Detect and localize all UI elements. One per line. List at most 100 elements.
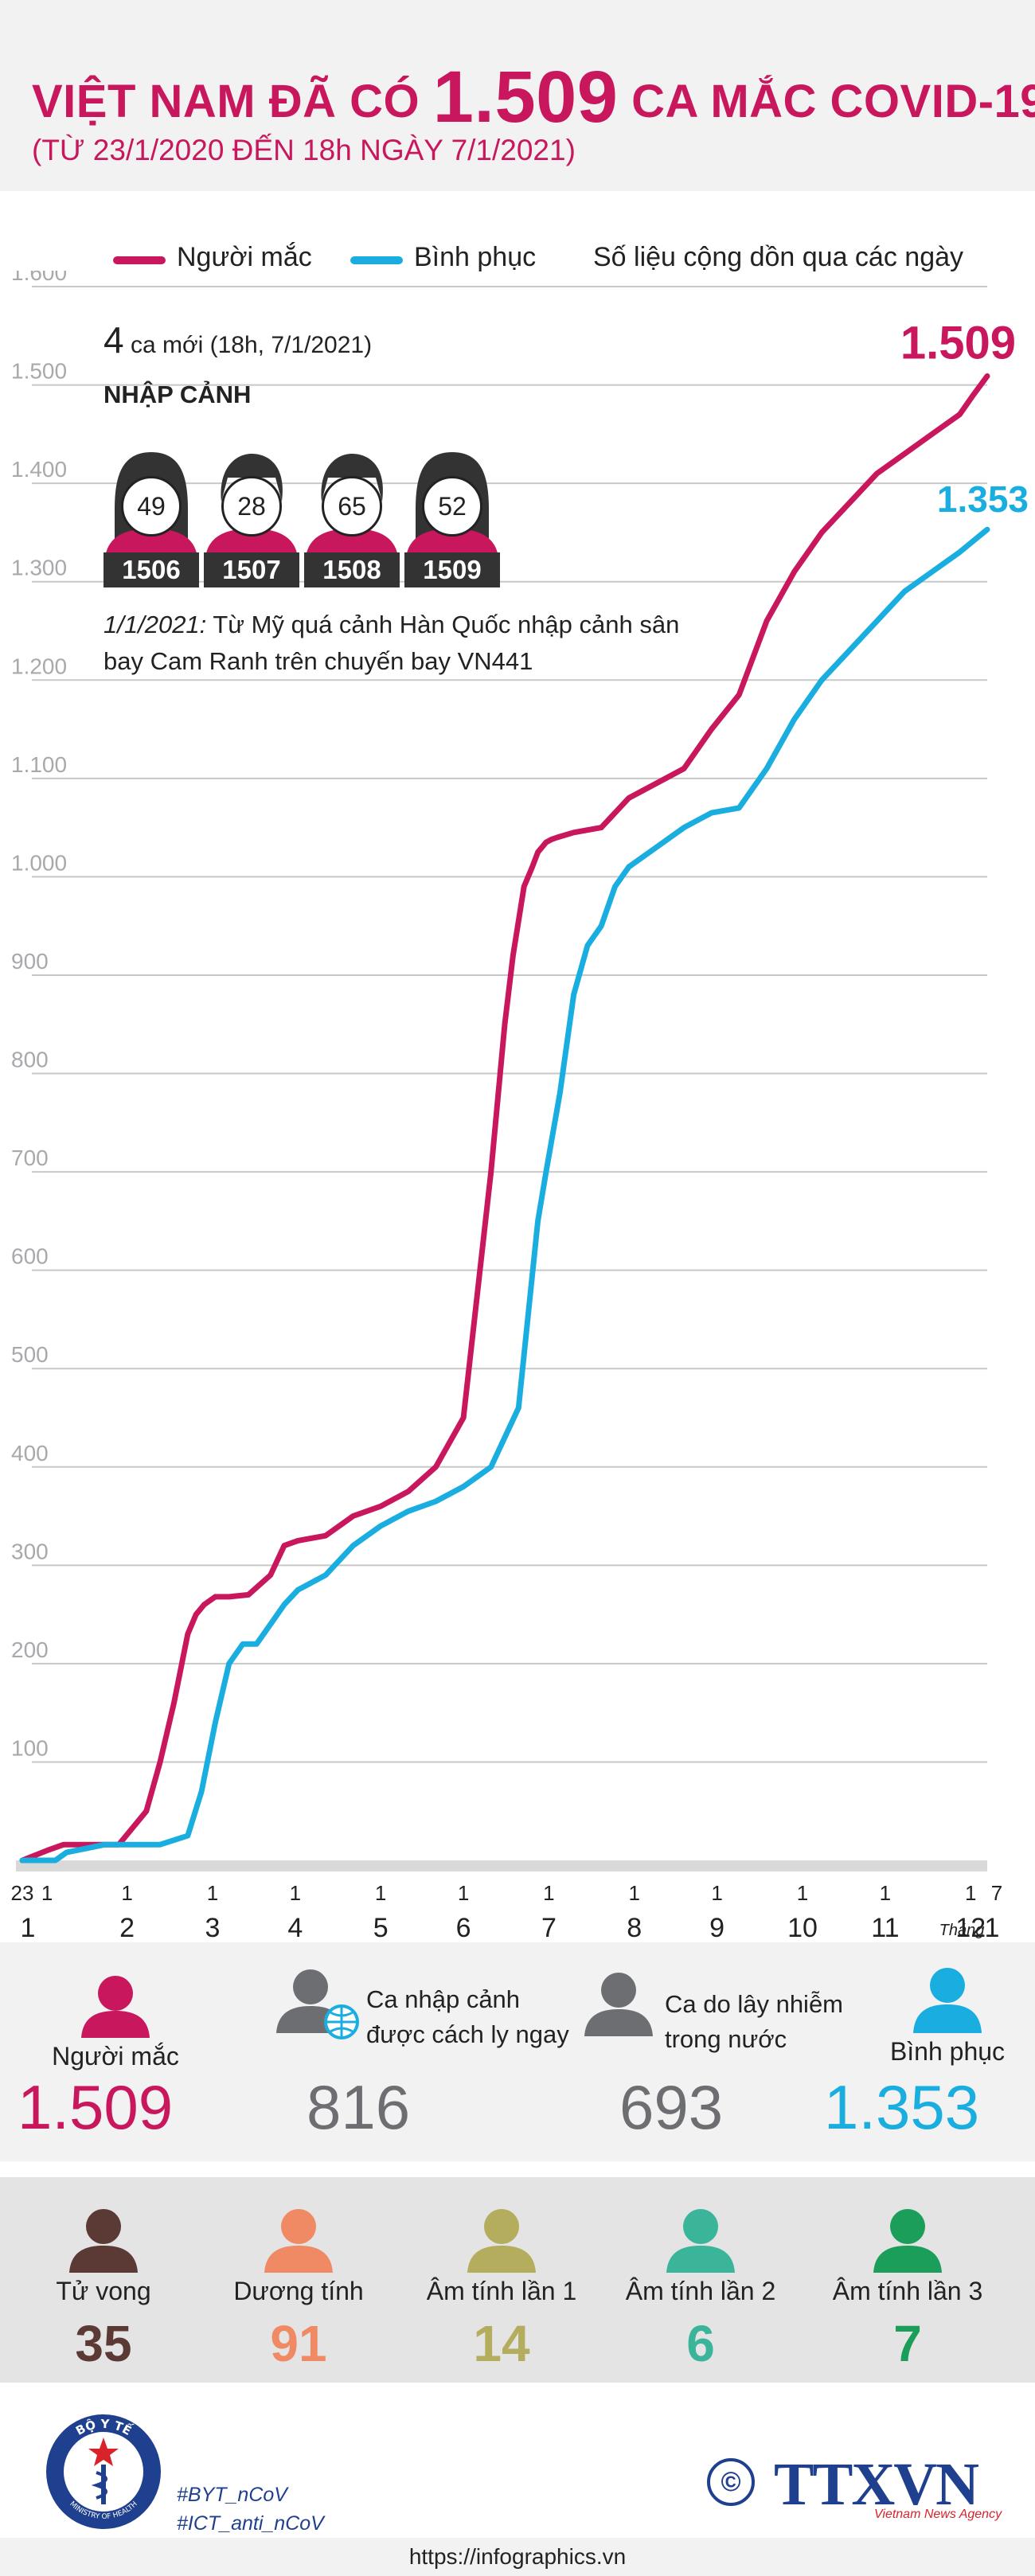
y-tick-label: 900 (11, 949, 49, 974)
copyright-icon: © (707, 2458, 755, 2506)
page-subtitle: (TỪ 23/1/2020 ĐẾN 18h NGÀY 7/1/2021) (32, 134, 576, 166)
agency-name: Vietnam News Agency (874, 2508, 1002, 2521)
new-cases-text: 4 ca mới (18h, 7/1/2021) (104, 318, 372, 361)
x-day-label: 23 (11, 1881, 34, 1905)
stat-imported (275, 1966, 362, 2050)
stat-negative-2: Âm tính lần 2 6 (621, 2207, 780, 2373)
y-tick-label: 1.400 (11, 457, 67, 482)
patient-age: 65 (322, 476, 382, 537)
infected-end-label: 1.509 (900, 317, 1016, 369)
stat-imported-label: Ca nhập cảnh được cách ly ngay (366, 1982, 569, 2052)
x-month-label: 4 (287, 1913, 303, 1942)
x-month-label: 5 (373, 1913, 389, 1942)
patient-card: 65 1508 (304, 446, 400, 589)
x-month-label: 1 (20, 1913, 35, 1942)
stat-infected: Người mắc (32, 1974, 199, 2071)
patient-note: 1/1/2021: Từ Mỹ quá cảnh Hàn Quốc nhập c… (104, 607, 709, 680)
y-tick-label: 1.500 (11, 359, 67, 384)
x-day-label: 1 (121, 1881, 132, 1905)
title-suffix: CA MẮC COVID-19 (631, 76, 1035, 127)
patient-card: 49 1506 (104, 446, 199, 589)
stat-domestic-value: 693 (619, 2072, 724, 2142)
agency-logo: TTXVN (774, 2451, 979, 2518)
stat-label: Bình phục (889, 2037, 1006, 2066)
x-day-label: 1 (41, 1881, 53, 1905)
stat-value: 35 (75, 2315, 132, 2372)
y-tick-label: 1.300 (11, 556, 67, 580)
stat-label: Âm tính lần 2 (625, 2277, 776, 2305)
x-month-label: 2 (119, 1913, 135, 1942)
patient-id: 1507 (204, 552, 299, 587)
x-axis-band (16, 1860, 987, 1872)
stat-label: Tử vong (56, 2277, 151, 2305)
stat-label-line: Ca do lây nhiễm (665, 1990, 844, 2018)
infected-series-line (19, 373, 990, 1864)
page-title: VIỆT NAM ĐÃ CÓ 1.509 CA MẮC COVID-19 (32, 56, 1035, 139)
stats-status-panel: Tử vong 35 Dương tính 91 Âm tính lần 1 1… (0, 2177, 1035, 2383)
patient-age: 28 (221, 476, 282, 537)
x-day-label: 1 (880, 1881, 891, 1905)
x-day-label: 1 (797, 1881, 808, 1905)
stat-label: Người mắc (52, 2042, 179, 2071)
stat-negative-3: Âm tính lần 3 7 (824, 2207, 991, 2373)
stat-deaths: Tử vong 35 (24, 2207, 183, 2373)
y-tick-label: 100 (11, 1735, 49, 1760)
cumulative-cases-chart: 100 200 300 400 500 600 700 800 900 1.000 1.100 1.2… (11, 271, 1029, 1942)
chart-legend: Người mắc Bình phục Số liệu cộng dồn qua… (0, 239, 1035, 279)
person-icon (69, 2209, 138, 2273)
header-band (0, 0, 1035, 191)
x-month-label: 8 (627, 1913, 642, 1942)
hashtag-ict[interactable]: #ICT_anti_nCoV (177, 2512, 324, 2535)
patient-id: 1509 (404, 552, 500, 587)
stat-label-line: trong nước (665, 2025, 787, 2053)
footer-url-link[interactable]: https://infographics.vn (0, 2538, 1035, 2576)
x-day-label: 1 (629, 1881, 640, 1905)
stat-domestic (583, 1969, 654, 2045)
stat-positive: Dương tính 91 (219, 2207, 378, 2373)
legend-recovered-label: Bình phục (414, 242, 537, 272)
x-month-label: 6 (456, 1913, 471, 1942)
x-month-label: 11 (871, 1913, 899, 1942)
stat-infected-value: 1.509 (18, 2072, 174, 2142)
y-tick-label: 1.100 (11, 752, 67, 777)
legend-recovered-swatch (350, 256, 403, 264)
x-day-label: 7 (991, 1881, 1002, 1905)
person-icon (467, 2209, 536, 2273)
y-tick-label: 700 (11, 1146, 49, 1170)
legend-note: Số liệu cộng dồn qua các ngày (593, 242, 964, 272)
legend-infected-swatch (113, 256, 166, 264)
stat-recovered: Bình phục (868, 1966, 1027, 2067)
x-month-label: 12 (955, 1913, 986, 1942)
person-icon (264, 2209, 333, 2273)
title-number: 1.509 (432, 57, 619, 138)
patient-id: 1506 (104, 552, 199, 587)
person-globe-icon (276, 1969, 359, 2039)
x-day-label: 1 (711, 1881, 722, 1905)
stat-value: 91 (270, 2315, 327, 2372)
stats-summary-panel: Người mắc 1.509 Ca nhập cảnh được cách l… (0, 1942, 1035, 2161)
patient-card: 28 1507 (204, 446, 299, 589)
x-day-label: 1 (290, 1881, 301, 1905)
x-month-label: 3 (205, 1913, 220, 1942)
x-day-label: 1 (458, 1881, 469, 1905)
legend-infected-label: Người mắc (177, 242, 312, 272)
y-tick-label: 800 (11, 1048, 49, 1072)
note-date: 1/1/2021: (104, 611, 207, 638)
new-cases-label: ca mới (18h, 7/1/2021) (130, 332, 373, 358)
patient-age: 49 (121, 476, 182, 537)
x-month-label: 10 (787, 1913, 818, 1942)
x-month-label: 7 (541, 1913, 557, 1942)
y-tick-label: 1.200 (11, 654, 67, 678)
patient-age: 52 (422, 476, 482, 537)
stat-label: Âm tính lần 3 (832, 2277, 983, 2305)
x-month-label: 9 (709, 1913, 724, 1942)
x-month-label: 1 (985, 1913, 1000, 1942)
person-icon (666, 2209, 735, 2273)
y-tick-label: 1.600 (11, 271, 67, 285)
x-day-label: 1 (965, 1881, 976, 1905)
title-prefix: VIỆT NAM ĐÃ CÓ (32, 76, 420, 127)
person-icon (584, 1973, 653, 2036)
y-tick-label: 600 (11, 1244, 49, 1269)
hashtag-byt[interactable]: #BYT_nCoV (177, 2484, 287, 2506)
x-day-label: 1 (207, 1881, 218, 1905)
